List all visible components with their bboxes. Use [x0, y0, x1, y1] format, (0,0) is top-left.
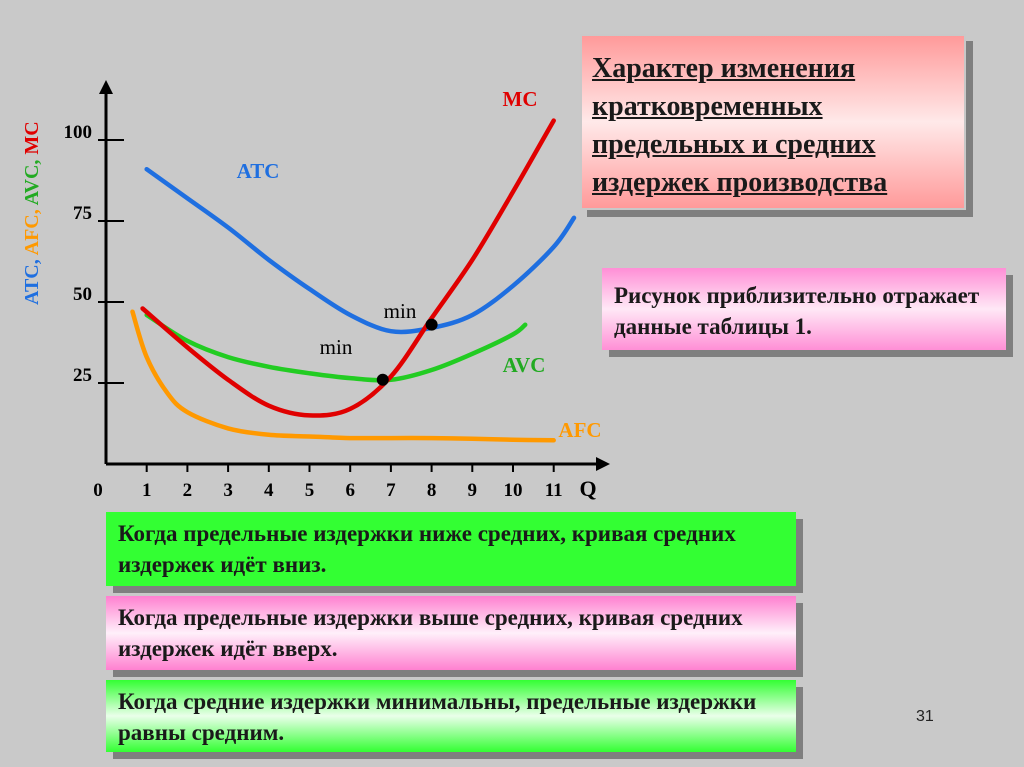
min-point: [376, 373, 389, 386]
x-axis-label: Q: [579, 476, 596, 501]
series-label-afc: AFC: [558, 418, 601, 442]
y-axis-label-part: AFC,: [21, 209, 43, 259]
y-axis-label: ATC, AFC, AVC, MC: [21, 121, 43, 305]
min-annotation: min: [384, 299, 417, 323]
y-tick-label: 25: [73, 365, 92, 386]
x-tick-label: 0: [93, 480, 103, 501]
x-tick-label: 10: [504, 480, 523, 501]
x-axis-arrow: [596, 457, 610, 471]
rule-text-above: Когда предельные издержки выше средних, …: [118, 605, 743, 661]
x-tick-label: 5: [305, 480, 315, 501]
y-tick-label: 100: [64, 122, 93, 143]
y-tick-label: 75: [73, 203, 92, 224]
y-axis-label-part: MC: [21, 121, 43, 159]
rule-box-below: Когда предельные издержки ниже средних, …: [106, 512, 796, 586]
series-line-atc: [144, 166, 577, 335]
series-line-afc: [130, 309, 556, 443]
rule-text-equal: Когда средние издержки минимальны, преде…: [118, 689, 757, 745]
x-tick-label: 6: [345, 480, 355, 501]
x-tick-label: 8: [427, 480, 437, 501]
page-number: 31: [916, 708, 934, 725]
series-label-avc: AVC: [503, 353, 546, 377]
rule-box-above: Когда предельные издержки выше средних, …: [106, 596, 796, 670]
series-label-mc: MC: [503, 87, 538, 111]
chart-labels: 0 1 2 3 4 5 6 7 8 9 10 11 Q 25 50 75 100 ATC, AFC, AVC, M…: [21, 87, 602, 501]
rule-box-equal: Когда средние издержки минимальны, преде…: [106, 680, 796, 752]
series-line-avc: [144, 312, 528, 383]
y-tick-label: 50: [73, 284, 92, 305]
min-point: [425, 318, 438, 331]
note-text: Рисунок приблизительно отражает данные т…: [614, 283, 980, 339]
rule-text-below: Когда предельные издержки ниже средних, …: [118, 521, 736, 577]
x-tick-label: 1: [142, 480, 152, 501]
x-tick-label: 9: [468, 480, 478, 501]
y-axis-label-part: ATC,: [21, 259, 43, 305]
x-tick-label: 11: [545, 480, 563, 501]
series-label-atc: ATC: [237, 159, 280, 183]
series-line-mc: [140, 118, 556, 418]
slide-title-box: Характер изменения кратковременных преде…: [580, 34, 966, 210]
x-tick-label: 7: [386, 480, 396, 501]
y-axis-label-part: AVC,: [21, 160, 43, 210]
slide-title: Характер изменения кратковременных преде…: [592, 53, 888, 198]
min-annotation: min: [320, 335, 353, 359]
x-tick-label: 2: [183, 480, 193, 501]
x-tick-label: 4: [264, 480, 274, 501]
note-box: Рисунок приблизительно отражает данные т…: [602, 268, 1006, 350]
y-axis-arrow: [99, 80, 113, 94]
x-tick-label: 3: [223, 480, 233, 501]
chart-axes: [98, 80, 610, 472]
chart-series: [130, 118, 577, 443]
